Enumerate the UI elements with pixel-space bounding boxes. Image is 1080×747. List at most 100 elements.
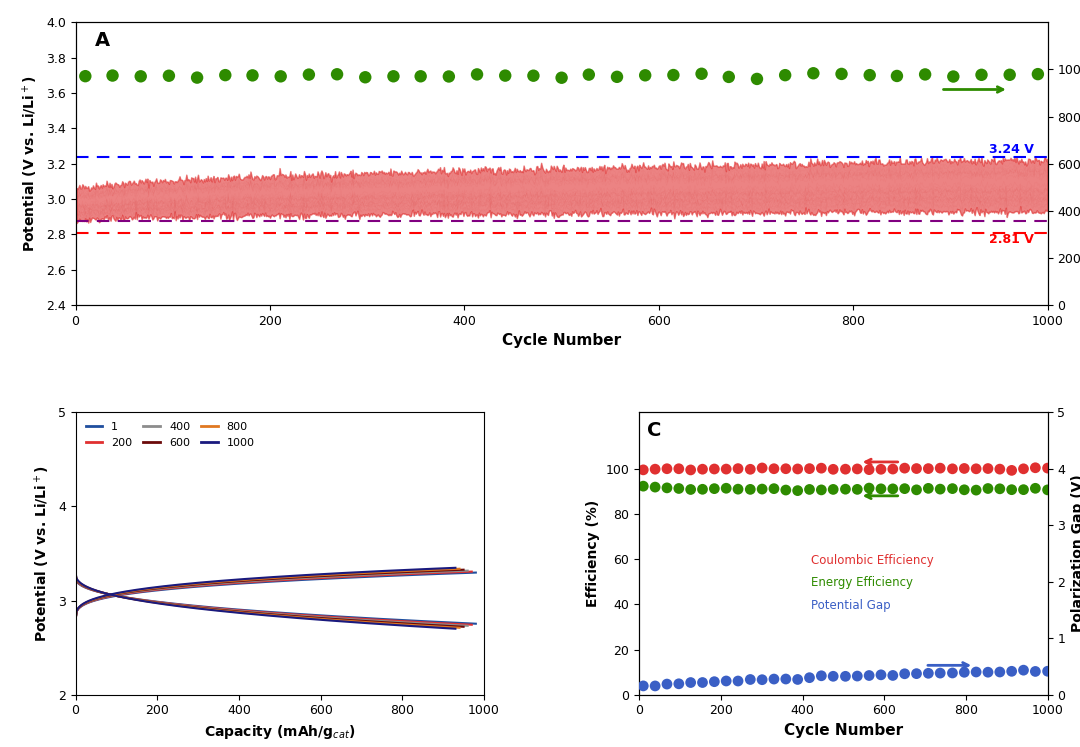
Point: [1039, 484, 1056, 496]
Point: [469, 69, 486, 81]
X-axis label: Cycle Number: Cycle Number: [502, 333, 621, 348]
Point: [849, 463, 866, 475]
Point: [742, 674, 759, 686]
Point: [608, 71, 625, 83]
Point: [693, 483, 711, 495]
Point: [1003, 465, 1021, 477]
Point: [328, 68, 346, 80]
Point: [671, 678, 688, 689]
Point: [635, 680, 652, 692]
Point: [647, 463, 664, 475]
Point: [766, 483, 783, 495]
Point: [801, 462, 819, 474]
Point: [837, 670, 854, 682]
Point: [849, 483, 866, 495]
Text: Energy Efficiency: Energy Efficiency: [811, 576, 913, 589]
Point: [748, 73, 766, 85]
Point: [1039, 666, 1056, 678]
Point: [968, 484, 985, 496]
Point: [681, 464, 699, 476]
Point: [635, 464, 652, 476]
Point: [956, 484, 973, 496]
Point: [659, 482, 676, 494]
Point: [778, 484, 795, 496]
Point: [932, 462, 949, 474]
Point: [693, 68, 711, 80]
Point: [729, 462, 746, 474]
Point: [813, 462, 831, 474]
Point: [777, 69, 794, 81]
Point: [754, 674, 771, 686]
Text: B: B: [84, 421, 98, 440]
Point: [778, 462, 795, 474]
Point: [908, 668, 926, 680]
Point: [896, 668, 914, 680]
Point: [888, 70, 905, 82]
Point: [766, 673, 783, 685]
Point: [1015, 483, 1032, 495]
Point: [944, 483, 961, 495]
Point: [980, 483, 997, 495]
Point: [1039, 462, 1056, 474]
Point: [665, 69, 683, 81]
Point: [717, 463, 734, 475]
Point: [824, 670, 841, 682]
Point: [720, 71, 738, 83]
Point: [1027, 483, 1044, 495]
Point: [944, 667, 961, 679]
Point: [1015, 664, 1032, 676]
Point: [805, 67, 822, 79]
Point: [837, 483, 854, 495]
Point: [813, 670, 831, 682]
Point: [873, 463, 890, 475]
Point: [991, 463, 1009, 475]
Point: [1027, 666, 1044, 678]
Text: 3.24 V: 3.24 V: [989, 143, 1035, 156]
Point: [920, 667, 937, 679]
Point: [217, 69, 234, 81]
Y-axis label: Potential (V vs. Li/Li$^+$): Potential (V vs. Li/Li$^+$): [22, 75, 40, 252]
Point: [636, 69, 653, 81]
Point: [553, 72, 570, 84]
Point: [908, 484, 926, 496]
Point: [973, 69, 990, 81]
Point: [635, 480, 652, 492]
Point: [861, 69, 878, 81]
Point: [580, 69, 597, 81]
Point: [896, 483, 914, 495]
Point: [681, 483, 699, 495]
Point: [754, 483, 771, 495]
Point: [525, 69, 542, 81]
Point: [742, 483, 759, 495]
Point: [441, 70, 458, 82]
Point: [188, 72, 205, 84]
Point: [705, 483, 723, 495]
Point: [932, 667, 949, 679]
Text: 2.81 V: 2.81 V: [989, 233, 1035, 246]
Point: [980, 462, 997, 474]
Y-axis label: Polarization Gap (V): Polarization Gap (V): [1071, 474, 1080, 633]
Point: [920, 462, 937, 474]
Point: [754, 462, 771, 474]
Point: [659, 678, 676, 690]
Point: [1029, 68, 1047, 80]
Point: [671, 463, 688, 475]
Y-axis label: Potential (V vs. Li/Li$^+$): Potential (V vs. Li/Li$^+$): [33, 465, 52, 642]
Point: [272, 70, 289, 82]
Point: [801, 672, 819, 684]
Point: [968, 666, 985, 678]
Point: [873, 669, 890, 681]
Point: [873, 483, 890, 495]
Point: [968, 463, 985, 475]
Point: [300, 69, 318, 81]
Legend: 1, 200, 400, 600, 800, 1000: 1, 200, 400, 600, 800, 1000: [81, 418, 259, 452]
Text: Potential Gap: Potential Gap: [811, 599, 890, 612]
X-axis label: Capacity (mAh/g$_{cat}$): Capacity (mAh/g$_{cat}$): [204, 723, 355, 741]
Point: [766, 462, 783, 474]
Point: [932, 483, 949, 495]
Point: [945, 70, 962, 82]
Point: [991, 483, 1009, 495]
Point: [885, 483, 902, 495]
Point: [497, 69, 514, 81]
Point: [778, 673, 795, 685]
